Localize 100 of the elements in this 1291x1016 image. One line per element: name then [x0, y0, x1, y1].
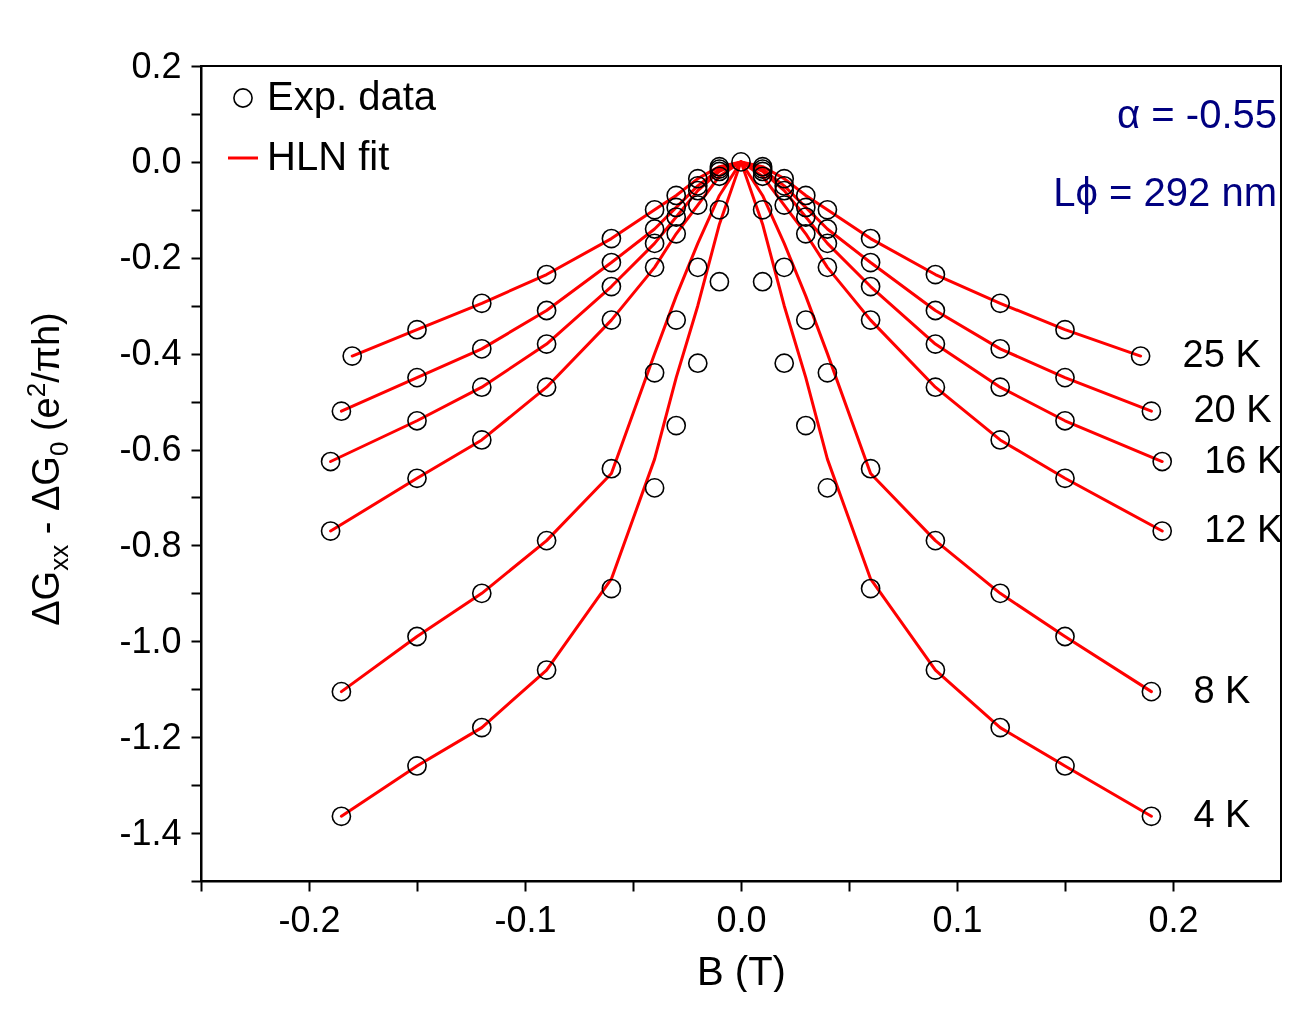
point: [1055, 410, 1075, 431]
x-tick-label: 0.1: [932, 898, 983, 940]
point: [407, 756, 427, 776]
point: [709, 271, 730, 292]
point: [795, 415, 816, 436]
point: [331, 681, 352, 702]
point: [860, 310, 881, 330]
point: [990, 293, 1011, 314]
point: [795, 185, 816, 206]
point: [1152, 451, 1173, 472]
point: [407, 319, 427, 340]
point: [342, 346, 363, 366]
point: [990, 377, 1011, 398]
point: [407, 367, 427, 388]
y-tick-label: -1.2: [119, 715, 182, 757]
annotation: Lϕ = 292 nm: [1053, 170, 1277, 214]
point: [687, 353, 708, 374]
point: [644, 362, 665, 383]
legend-label: Exp. data: [267, 74, 437, 118]
point: [752, 271, 773, 292]
x-tick-label: -0.2: [278, 898, 341, 940]
x-tick-label: 0.2: [1148, 898, 1199, 940]
point: [774, 257, 795, 278]
point: [925, 334, 946, 354]
point: [536, 300, 557, 321]
y-tick-label: -0.8: [119, 523, 182, 565]
point: [925, 660, 946, 680]
y-tick-label: 0.2: [131, 44, 182, 86]
point: [601, 252, 622, 273]
point: [536, 264, 557, 285]
y-tick-label: -1.0: [119, 619, 182, 661]
point: [471, 293, 492, 314]
point: [795, 207, 816, 227]
point: [990, 430, 1011, 450]
point: [817, 199, 838, 220]
point: [774, 353, 795, 374]
point: [331, 401, 352, 422]
point: [1141, 681, 1162, 702]
point: [860, 578, 881, 599]
y-tick-label: -0.4: [119, 332, 182, 374]
point: [407, 626, 427, 647]
point: [687, 168, 708, 189]
annotation: 16 K: [1204, 438, 1283, 481]
point: [471, 377, 492, 398]
annotation: 8 K: [1193, 668, 1251, 711]
y-tick-label: -0.6: [119, 428, 182, 470]
legend-label: HLN fit: [267, 134, 390, 178]
point: [817, 219, 838, 239]
point: [1130, 346, 1151, 366]
x-tick-label: 0.0: [716, 898, 767, 940]
point: [925, 264, 946, 285]
point: [644, 257, 665, 278]
point: [817, 478, 838, 498]
point: [331, 806, 352, 827]
point: [666, 185, 687, 206]
point: [990, 717, 1011, 738]
point: [471, 717, 492, 738]
point: [666, 197, 687, 218]
point: [709, 199, 730, 220]
point: [471, 583, 492, 604]
point: [320, 451, 341, 472]
point: [752, 199, 773, 220]
point: [320, 521, 341, 541]
point: [601, 578, 622, 599]
point: [817, 362, 838, 383]
point: [860, 276, 881, 297]
y-tick-label: 0.0: [131, 140, 182, 182]
point: [731, 152, 751, 172]
point: [860, 228, 881, 249]
point: [1152, 521, 1173, 541]
point: [644, 478, 665, 498]
annotation: 25 K: [1182, 333, 1261, 376]
point: [860, 252, 881, 273]
point: [1141, 806, 1162, 827]
point: [601, 276, 622, 297]
point: [795, 310, 816, 330]
point: [1055, 468, 1075, 489]
point: [471, 338, 492, 359]
point: [644, 219, 665, 239]
point: [666, 310, 687, 330]
point: [407, 468, 427, 489]
point: [666, 207, 687, 227]
x-tick-label: -0.1: [494, 898, 557, 940]
point: [644, 233, 665, 254]
point: [1055, 626, 1075, 647]
point: [536, 377, 557, 398]
point: [687, 180, 708, 201]
y-tick-label: -1.4: [119, 811, 182, 853]
point: [709, 166, 730, 187]
point: [687, 195, 708, 215]
point: [774, 168, 795, 189]
point: [860, 458, 881, 479]
point: [990, 583, 1011, 604]
point: [795, 197, 816, 218]
point: [601, 228, 622, 249]
point: [752, 166, 773, 187]
point: [644, 199, 665, 220]
point: [601, 310, 622, 330]
annotation: α = -0.55: [1117, 92, 1277, 136]
point: [666, 415, 687, 436]
